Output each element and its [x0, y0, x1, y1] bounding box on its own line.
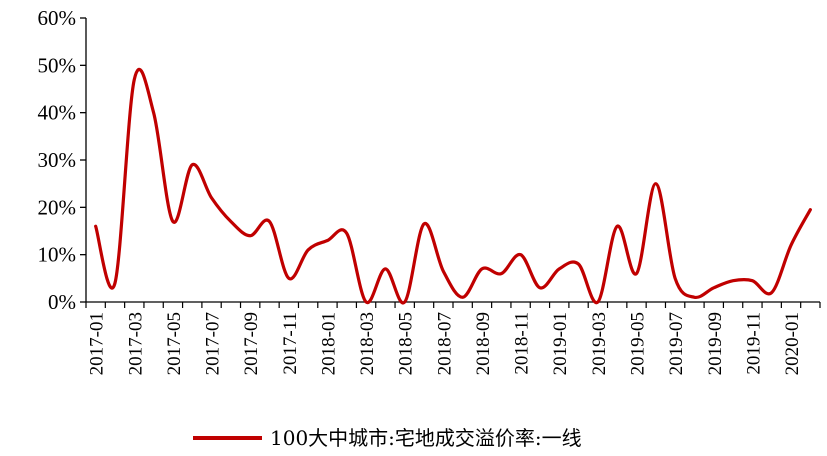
x-tick-label: 2018-03 [357, 312, 378, 375]
data-points [94, 78, 813, 304]
data-point [750, 279, 754, 283]
axes [85, 18, 820, 303]
x-tick-label: 2017-07 [203, 312, 224, 375]
data-point [94, 224, 98, 228]
y-tick-label: 20% [38, 195, 77, 219]
data-point [499, 272, 503, 276]
data-point [152, 111, 156, 115]
x-tick-label: 2019-07 [666, 312, 687, 375]
x-tick-label: 2018-09 [473, 312, 494, 375]
x-tick-label: 2020-01 [782, 312, 803, 375]
data-point [615, 224, 619, 228]
legend-label: 100大中城市:宅地成交溢价率:一线 [270, 426, 582, 450]
data-point [132, 78, 136, 82]
data-point [673, 276, 677, 280]
data-point [538, 286, 542, 290]
legend: 100大中城市:宅地成交溢价率:一线 [193, 426, 582, 450]
data-point [577, 262, 581, 266]
y-tick-label: 0% [48, 290, 76, 314]
x-tick-label: 2018-01 [318, 312, 339, 375]
data-point [229, 220, 233, 224]
data-point [403, 300, 407, 304]
data-point [287, 276, 291, 280]
data-point [306, 248, 310, 252]
data-point [345, 231, 349, 235]
data-point [422, 222, 426, 226]
x-tick-label: 2018-07 [434, 312, 455, 375]
x-tick-label: 2017-01 [87, 312, 108, 375]
data-point [635, 272, 639, 276]
x-tick-label: 2018-05 [396, 312, 417, 375]
data-point [364, 300, 368, 304]
x-tick-label: 2017-05 [164, 312, 185, 375]
data-point [441, 269, 445, 273]
data-point [654, 182, 658, 186]
x-axis-ticks: 2017-01 2017-03 2017-05 2017-07 2017-09 2017-… [85, 302, 821, 375]
x-tick-label: 2019-05 [628, 312, 649, 375]
y-tick-label: 50% [38, 53, 77, 77]
data-point [248, 234, 252, 238]
x-tick-label: 2019-11 [743, 312, 764, 375]
series-line [94, 68, 812, 305]
x-tick-label: 2017-09 [241, 312, 262, 375]
x-tick-label: 2019-09 [705, 312, 726, 375]
data-point [692, 295, 696, 299]
data-point [113, 281, 117, 285]
data-point [461, 295, 465, 299]
y-tick-label: 60% [38, 6, 77, 30]
x-tick-label: 2017-11 [280, 312, 301, 375]
x-tick-label: 2019-01 [550, 312, 571, 375]
data-point [480, 267, 484, 271]
data-point [712, 286, 716, 290]
data-point [596, 300, 600, 304]
y-tick-label: 10% [38, 243, 77, 267]
x-tick-label: 2017-03 [125, 312, 146, 375]
data-point [731, 279, 735, 283]
data-point [210, 196, 214, 200]
data-point [383, 267, 387, 271]
data-point [789, 243, 793, 247]
x-tick-label: 2019-03 [589, 312, 610, 375]
data-point [557, 267, 561, 271]
data-point [808, 208, 812, 212]
data-point [325, 238, 329, 242]
y-tick-label: 30% [38, 148, 77, 172]
data-point [770, 291, 774, 295]
y-tick-label: 40% [38, 101, 77, 125]
data-point [268, 220, 272, 224]
y-axis-ticks: 0% 10% 20% 30% 40% 50% 60% [38, 6, 86, 314]
data-point [519, 253, 523, 257]
data-point [171, 220, 175, 224]
data-point [190, 163, 194, 167]
x-tick-label: 2018-11 [512, 312, 533, 375]
